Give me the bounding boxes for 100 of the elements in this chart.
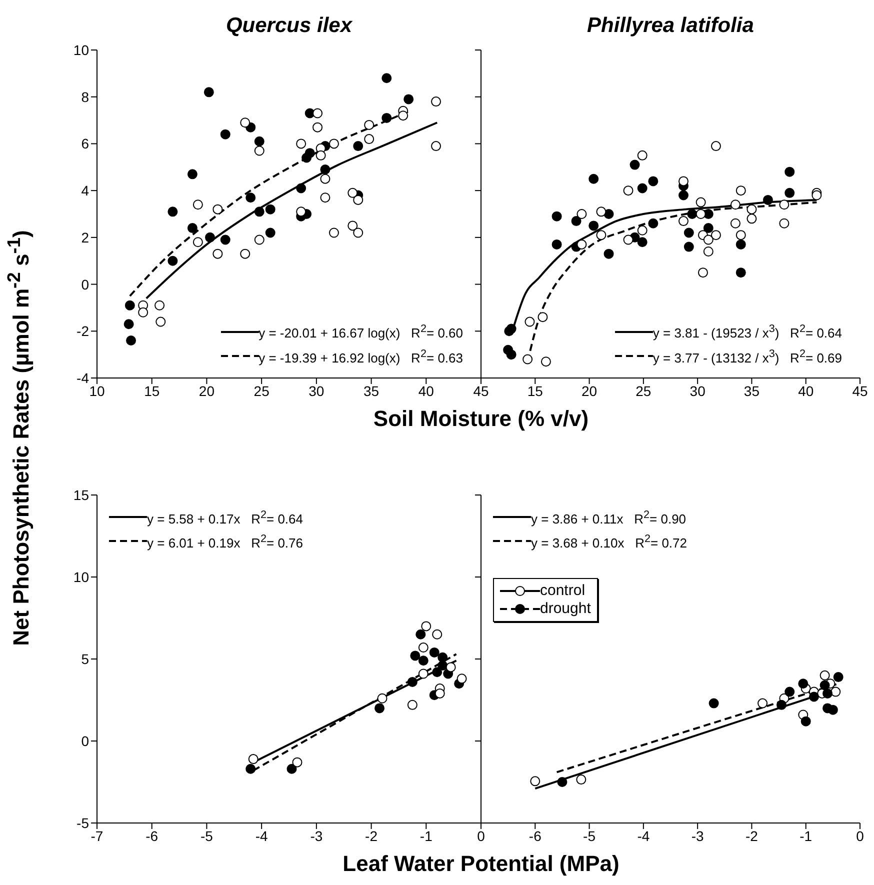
point	[820, 680, 830, 690]
point	[320, 192, 330, 203]
point	[187, 223, 198, 234]
point	[736, 239, 746, 250]
chart-title: Phillyrea latifolia	[586, 14, 755, 38]
line-series	[128, 110, 411, 297]
point	[708, 698, 719, 708]
point	[678, 176, 688, 186]
point	[730, 218, 740, 228]
x-axis-title: Soil Moisture (% v/v)	[372, 406, 590, 432]
point	[776, 700, 786, 710]
point	[204, 87, 214, 98]
x-tick-label: -2	[365, 828, 378, 844]
y-tick-label: 0	[81, 732, 90, 749]
point	[286, 764, 297, 774]
x-tick-label: 0	[856, 828, 864, 844]
point	[320, 164, 330, 174]
point	[833, 672, 844, 682]
x-tick-label: 25	[636, 382, 652, 399]
y-tick-label: 6	[81, 136, 90, 152]
x-tick-label: -5	[200, 828, 214, 844]
x-tick-label: 40	[418, 382, 434, 399]
point	[254, 136, 264, 146]
point	[410, 650, 420, 661]
legend-label: y = 3.68 + 0.10x R$^{2}$= 0.72	[531, 532, 688, 553]
point	[377, 693, 388, 704]
point	[784, 188, 795, 198]
point	[571, 216, 582, 226]
y-tick-label: 10	[73, 42, 90, 58]
legend-label: y = 3.81 - (19523 / x$^{3}$) R$^{2}$= 0.64	[652, 322, 842, 343]
point	[678, 216, 688, 226]
point	[248, 754, 258, 764]
x-tick-label: -5	[583, 828, 596, 844]
x-tick-label: -3	[691, 828, 704, 844]
y-tick-label: -4	[76, 370, 90, 386]
point	[407, 676, 418, 687]
x-tick-label: 25	[254, 382, 270, 399]
point	[192, 237, 203, 248]
point	[246, 764, 256, 774]
legend-label: y = -19.39 + 16.92 log(x) R$^{2}$= 0.63	[258, 346, 463, 368]
point	[596, 230, 606, 240]
point	[684, 228, 694, 238]
point	[398, 110, 408, 121]
point	[364, 120, 374, 130]
point	[730, 200, 740, 210]
point	[552, 239, 562, 250]
legend-label: y = 3.86 + 0.11x R$^{2}$= 0.90	[531, 508, 686, 528]
point	[418, 642, 428, 653]
point	[138, 307, 148, 318]
point	[812, 190, 822, 200]
point	[168, 206, 178, 217]
y-tick-label: 2	[81, 229, 90, 246]
point	[522, 354, 533, 364]
point	[254, 146, 264, 156]
legend-label: drought	[540, 600, 591, 618]
y-tick-label: 10	[73, 568, 90, 585]
y-tick-label: -5	[76, 814, 90, 831]
x-tick-label: -3	[310, 828, 323, 844]
point	[296, 206, 306, 217]
point	[576, 774, 586, 785]
point	[710, 141, 721, 152]
point	[703, 223, 714, 234]
point	[240, 248, 250, 259]
point	[703, 234, 714, 245]
point	[254, 234, 264, 245]
x-tick-label: 35	[744, 382, 760, 399]
point	[596, 206, 606, 217]
point	[576, 239, 587, 250]
point	[588, 174, 599, 184]
point	[156, 316, 166, 327]
point	[316, 150, 326, 160]
point	[623, 186, 634, 196]
point	[678, 190, 688, 200]
point	[418, 668, 428, 679]
point	[296, 138, 306, 149]
point	[710, 230, 721, 240]
point	[246, 192, 256, 203]
x-tick-label: 35	[363, 382, 380, 399]
point	[353, 228, 364, 238]
point	[374, 703, 385, 714]
point	[696, 197, 706, 208]
point	[416, 629, 426, 640]
point	[648, 218, 658, 228]
point	[265, 228, 276, 238]
point	[762, 194, 773, 205]
x-tick-label: 0	[477, 828, 486, 844]
x-tick-label: 45	[473, 382, 489, 399]
point	[348, 220, 358, 231]
point	[431, 96, 442, 107]
y-tick-label: 8	[81, 88, 90, 105]
x-tick-label: 30	[308, 382, 324, 399]
point	[798, 678, 808, 689]
x-tick-label: 15	[144, 382, 160, 399]
point	[320, 174, 330, 184]
point	[124, 319, 134, 330]
point	[192, 200, 203, 210]
line-series	[145, 122, 438, 300]
legend-label: y = -20.01 + 16.67 log(x) R$^{2}$= 0.60	[258, 322, 463, 343]
point	[220, 129, 230, 140]
y-tick-label: 15	[73, 486, 90, 503]
